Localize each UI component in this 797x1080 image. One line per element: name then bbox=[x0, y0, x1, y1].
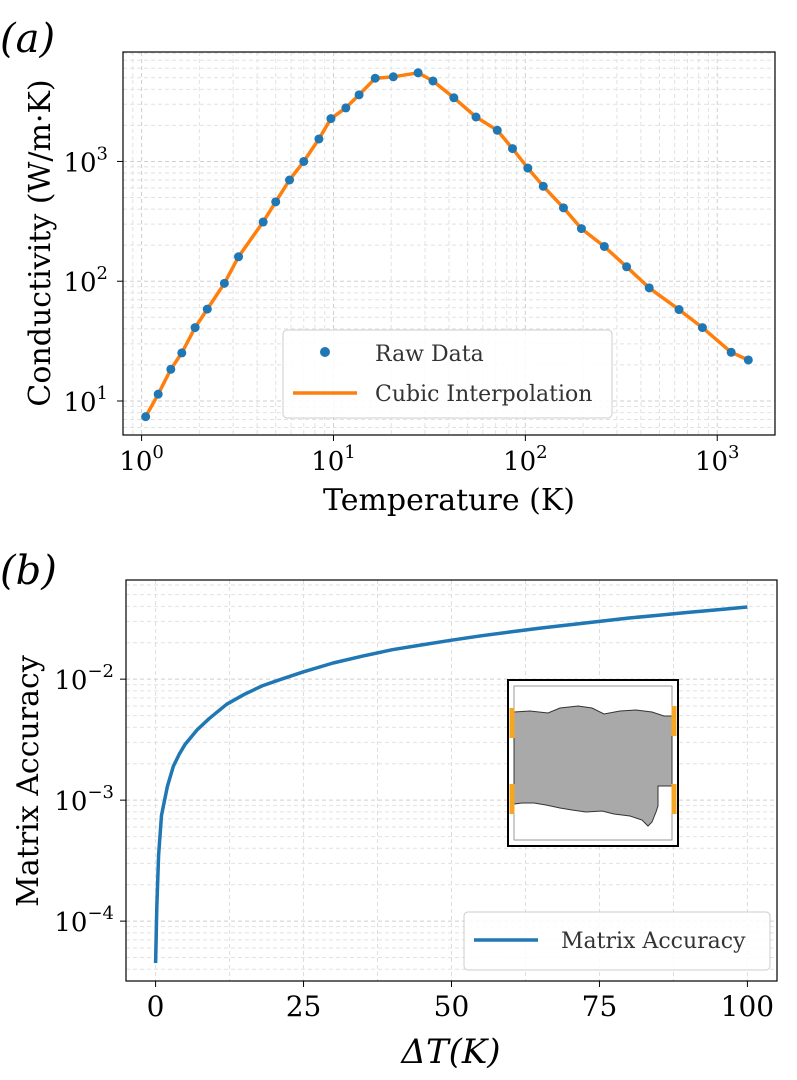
raw-data-point bbox=[258, 217, 268, 227]
raw-data-point bbox=[354, 90, 364, 100]
raw-data-point bbox=[166, 364, 176, 374]
raw-data-point bbox=[271, 197, 281, 207]
raw-data-point bbox=[697, 323, 707, 333]
raw-data-point bbox=[523, 163, 533, 173]
raw-data-point bbox=[492, 125, 502, 135]
plot-a-xlabel: Temperature (K) bbox=[323, 483, 575, 518]
raw-data-point bbox=[388, 72, 398, 82]
legend-matrix-accuracy-label: Matrix Accuracy bbox=[561, 929, 746, 954]
raw-data-point bbox=[285, 175, 295, 185]
panel-b-label: (b) bbox=[0, 548, 57, 594]
raw-data-point bbox=[622, 262, 632, 272]
plot-a-legend: Raw Data Cubic Interpolation bbox=[282, 329, 613, 419]
xtick-a-label: 103 bbox=[695, 442, 740, 477]
raw-data-point bbox=[141, 412, 151, 422]
xtick-b-label: 75 bbox=[582, 990, 618, 1023]
legend-raw-data-marker bbox=[320, 347, 330, 357]
raw-data-point bbox=[471, 112, 481, 122]
plot-b-series bbox=[153, 605, 748, 964]
panel-b: (b) 0 25 50 75 100 10−4 10−3 10−2 Matrix Accura… bbox=[0, 548, 778, 1072]
ytick-b-label: 10−4 bbox=[54, 903, 114, 938]
raw-data-point bbox=[370, 73, 380, 83]
raw-data-point bbox=[326, 114, 336, 124]
raw-data-point bbox=[428, 76, 438, 86]
raw-data-point bbox=[219, 278, 229, 288]
plot-a-series bbox=[141, 68, 753, 422]
raw-data-point bbox=[234, 252, 244, 262]
raw-data-point bbox=[576, 224, 586, 234]
raw-data-point bbox=[190, 323, 200, 333]
raw-data-point bbox=[153, 389, 163, 399]
raw-data-point bbox=[507, 144, 517, 154]
raw-data-point bbox=[314, 134, 324, 144]
raw-data-point bbox=[644, 283, 654, 293]
plot-a-ticks: 100 101 102 103 101 102 103 bbox=[63, 143, 739, 477]
plot-b-inset bbox=[507, 679, 679, 847]
raw-data-point bbox=[558, 203, 568, 213]
raw-data-point bbox=[743, 355, 753, 365]
ytick-b-label: 10−2 bbox=[54, 661, 114, 696]
series-matrix-accuracy-line bbox=[153, 605, 748, 964]
ytick-a-label: 102 bbox=[63, 263, 108, 298]
legend-cubic-label: Cubic Interpolation bbox=[375, 382, 592, 407]
raw-data-point bbox=[177, 348, 187, 358]
plot-b-xlabel: ΔT(K) bbox=[399, 1032, 500, 1072]
panel-a: (a) 100 101 102 103 101 102 103 Temperature (K… bbox=[0, 16, 776, 518]
legend-raw-data-label: Raw Data bbox=[375, 342, 484, 367]
raw-data-point bbox=[202, 304, 212, 314]
panel-a-label: (a) bbox=[0, 16, 55, 62]
xtick-a-label: 100 bbox=[119, 442, 164, 477]
raw-data-point bbox=[726, 347, 736, 357]
raw-data-point bbox=[341, 103, 351, 113]
xtick-b-label: 50 bbox=[434, 990, 470, 1023]
ytick-a-label: 101 bbox=[63, 383, 108, 418]
raw-data-point bbox=[299, 156, 309, 166]
legend-a-box bbox=[282, 329, 613, 419]
ytick-b-label: 10−3 bbox=[54, 782, 114, 817]
inset-domain-shape bbox=[513, 705, 673, 827]
plot-a-ylabel: Conductivity (W/m·K) bbox=[23, 79, 58, 406]
raw-data-point bbox=[674, 305, 684, 315]
xtick-a-label: 102 bbox=[503, 442, 548, 477]
plot-b-legend: Matrix Accuracy bbox=[463, 911, 771, 971]
plot-b-ylabel: Matrix Accuracy bbox=[11, 655, 46, 907]
xtick-b-label: 100 bbox=[721, 990, 774, 1023]
xtick-b-label: 25 bbox=[286, 990, 322, 1023]
raw-data-point bbox=[538, 181, 548, 191]
plot-a-frame bbox=[122, 51, 776, 436]
legend-b-box bbox=[463, 911, 771, 971]
raw-data-point bbox=[413, 68, 423, 78]
ytick-a-label: 103 bbox=[63, 143, 108, 178]
xtick-b-label: 0 bbox=[147, 990, 165, 1023]
xtick-a-label: 101 bbox=[311, 442, 356, 477]
raw-data-point bbox=[599, 241, 609, 251]
raw-data-point bbox=[449, 93, 459, 103]
plot-b-ticks: 0 25 50 75 100 10−4 10−3 10−2 bbox=[54, 661, 774, 1023]
